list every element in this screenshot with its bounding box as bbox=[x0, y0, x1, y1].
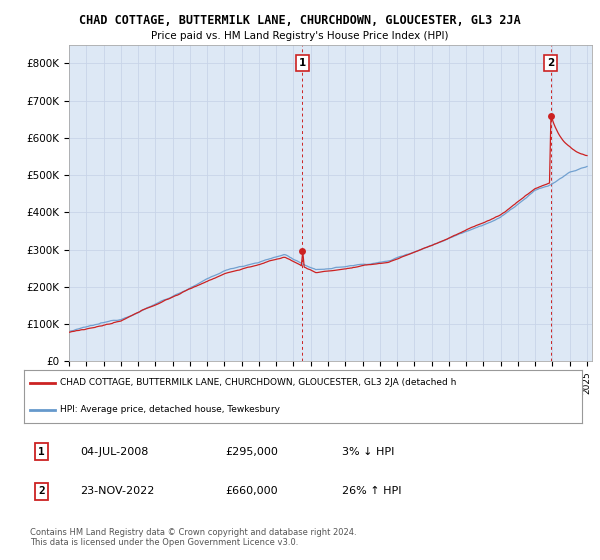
Text: £660,000: £660,000 bbox=[225, 486, 278, 496]
Text: 1: 1 bbox=[38, 446, 45, 456]
Text: CHAD COTTAGE, BUTTERMILK LANE, CHURCHDOWN, GLOUCESTER, GL3 2JA: CHAD COTTAGE, BUTTERMILK LANE, CHURCHDOW… bbox=[79, 14, 521, 27]
Text: Contains HM Land Registry data © Crown copyright and database right 2024.
This d: Contains HM Land Registry data © Crown c… bbox=[30, 528, 356, 547]
Text: 04-JUL-2008: 04-JUL-2008 bbox=[80, 446, 148, 456]
Text: £295,000: £295,000 bbox=[225, 446, 278, 456]
Text: CHAD COTTAGE, BUTTERMILK LANE, CHURCHDOWN, GLOUCESTER, GL3 2JA (detached h: CHAD COTTAGE, BUTTERMILK LANE, CHURCHDOW… bbox=[60, 379, 457, 388]
Text: 26% ↑ HPI: 26% ↑ HPI bbox=[342, 486, 401, 496]
Text: 23-NOV-2022: 23-NOV-2022 bbox=[80, 486, 154, 496]
Text: 2: 2 bbox=[547, 58, 554, 68]
Text: HPI: Average price, detached house, Tewkesbury: HPI: Average price, detached house, Tewk… bbox=[60, 405, 280, 414]
Text: 1: 1 bbox=[298, 58, 306, 68]
Text: Price paid vs. HM Land Registry's House Price Index (HPI): Price paid vs. HM Land Registry's House … bbox=[151, 31, 449, 41]
Text: 3% ↓ HPI: 3% ↓ HPI bbox=[342, 446, 394, 456]
Text: 2: 2 bbox=[38, 486, 45, 496]
